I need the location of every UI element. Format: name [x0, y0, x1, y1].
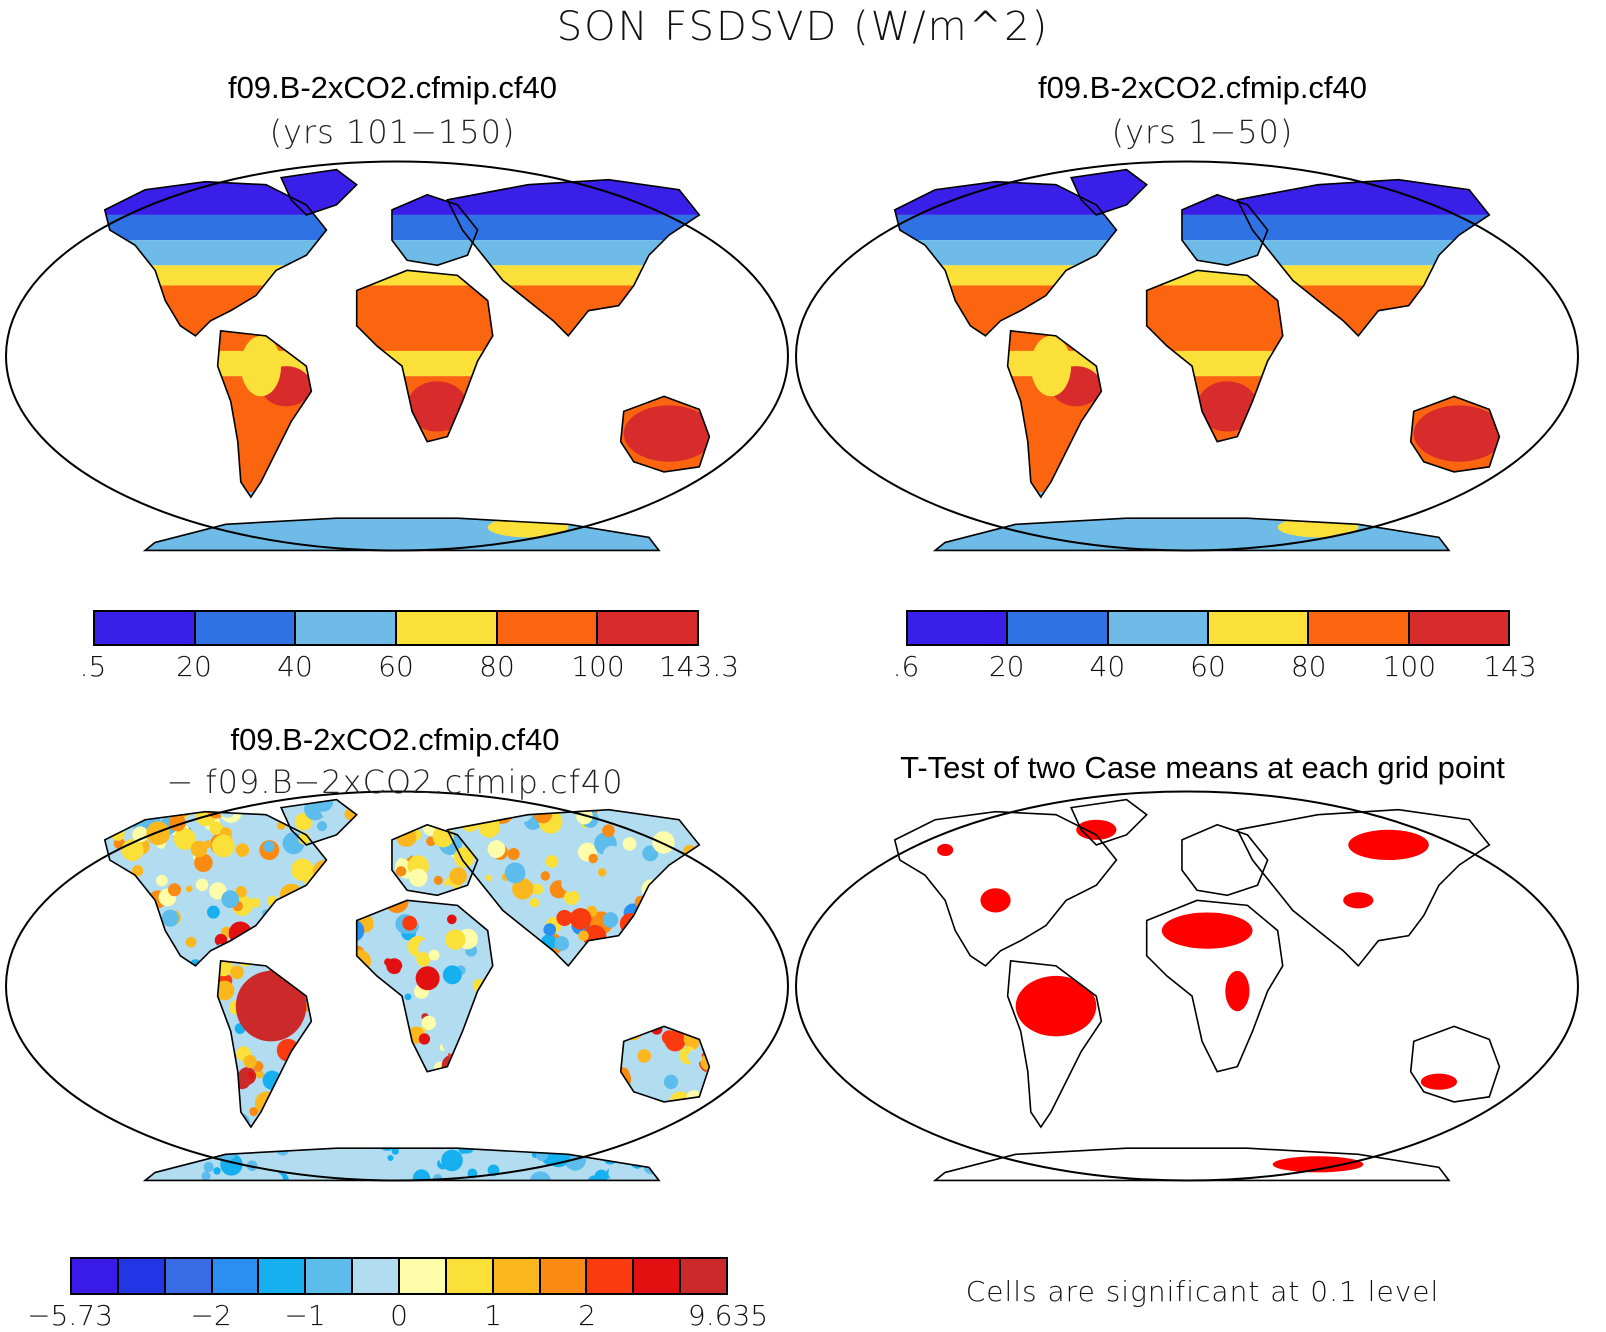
colorbar-tick-label: 60: [1190, 650, 1226, 683]
colorbar-tick-label: .6: [892, 650, 920, 683]
colorbar-box: [493, 1259, 541, 1293]
colorbar-box: [118, 1259, 166, 1293]
colorbar-tick-label: −5.73: [27, 1299, 113, 1332]
colorbar-tick-label: −2: [190, 1299, 232, 1332]
colorbar-box: [259, 1259, 307, 1293]
colorbar-box: [296, 612, 398, 644]
colorbar-tick-label: 1: [484, 1299, 502, 1332]
colorbar-box: [1208, 612, 1310, 644]
significance-footnote: Cells are significant at 0.1 level: [965, 1275, 1440, 1308]
panel-title-bottom-left: f09.B-2xCO2.cfmip.cf40: [230, 722, 560, 757]
map-bottom-right-field: [795, 790, 1579, 1182]
panel-title-top-left: f09.B-2xCO2.cfmip.cf40: [227, 70, 558, 105]
colorbar-box: [1409, 612, 1508, 644]
colorbar-tick-label: −1: [284, 1299, 326, 1332]
colorbar-box: [587, 1259, 635, 1293]
colorbar-box: [598, 612, 698, 644]
colorbar-tick-label: 60: [378, 650, 414, 683]
colorbar-top-left: [93, 610, 699, 646]
panel-subtitle-top-right: (yrs 1−50): [1111, 113, 1294, 151]
colorbar-tick-label: 100: [1382, 650, 1437, 683]
colorbar-bottom-left: [70, 1257, 728, 1295]
colorbar-tick-label: .5: [79, 650, 107, 683]
colorbar-tick-label: 0: [390, 1299, 408, 1332]
colorbar-tick-label: 2: [578, 1299, 596, 1332]
map-top-right-field: [795, 160, 1579, 552]
colorbar-box: [681, 1259, 727, 1293]
colorbar-box: [212, 1259, 260, 1293]
panel-subtitle-bottom-left: − f09.B−2xCO2.cfmip.cf40: [166, 763, 624, 801]
colorbar-box: [353, 1259, 401, 1293]
colorbar-box: [400, 1259, 447, 1293]
colorbar-tick-label: 143: [1483, 650, 1537, 683]
colorbar-box: [397, 612, 498, 644]
colorbar-box: [195, 612, 297, 644]
colorbar-tick-label: 20: [988, 650, 1025, 683]
colorbar-box: [165, 1259, 213, 1293]
panel-title-bottom-right: T-Test of two Case means at each grid po…: [900, 750, 1505, 785]
colorbar-top-right: [906, 610, 1510, 646]
colorbar-tick-label: 143.3: [658, 650, 740, 683]
colorbar-tick-label: 9.635: [687, 1299, 769, 1332]
colorbar-tick-label: 80: [1290, 650, 1327, 683]
map-bottom-left-field: [5, 790, 789, 1182]
panel-title-top-right: f09.B-2xCO2.cfmip.cf40: [1037, 70, 1368, 105]
colorbar-box: [446, 1259, 494, 1293]
figure-title: SON FSDSVD (W/m^2): [556, 4, 1050, 50]
colorbar-box: [1108, 612, 1209, 644]
colorbar-box: [1309, 612, 1410, 644]
colorbar-tick-label: 100: [571, 650, 625, 683]
colorbar-box: [908, 612, 1009, 644]
colorbar-box: [634, 1259, 682, 1293]
colorbar-tick-label: 20: [176, 650, 212, 683]
colorbar-box: [540, 1259, 588, 1293]
colorbar-box: [497, 612, 599, 644]
colorbar-tick-label: 40: [1089, 650, 1126, 683]
colorbar-box: [72, 1259, 119, 1293]
colorbar-box: [1008, 612, 1109, 644]
colorbar-box: [95, 612, 196, 644]
colorbar-box: [306, 1259, 354, 1293]
colorbar-tick-label: 40: [277, 650, 313, 683]
panel-subtitle-top-left: (yrs 101−150): [269, 113, 516, 151]
map-top-left-field: [5, 160, 789, 552]
colorbar-tick-label: 80: [479, 650, 515, 683]
